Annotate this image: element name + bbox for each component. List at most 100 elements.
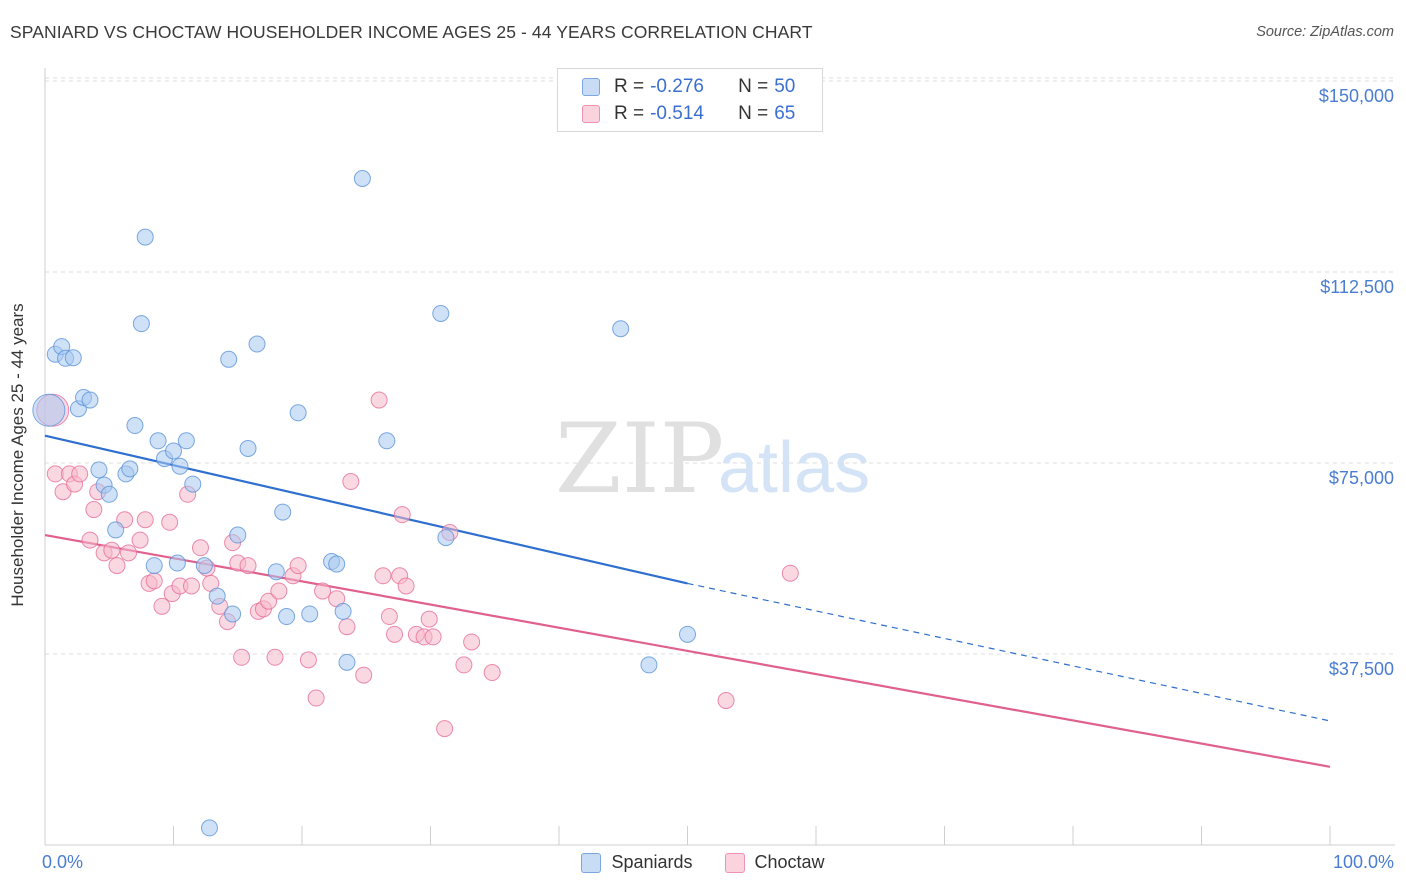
watermark-zip: ZIP	[555, 403, 724, 515]
spaniards-point	[136, 228, 154, 246]
legend-n-value: 65	[774, 103, 796, 124]
spaniards-point	[432, 304, 450, 322]
choctaw-point	[386, 625, 404, 643]
spaniards-point	[301, 605, 319, 623]
spaniards-point	[248, 335, 266, 353]
choctaw-point	[380, 608, 398, 626]
spaniards-point	[274, 503, 292, 521]
spaniards-point	[100, 485, 118, 503]
legend-n-label: N =	[738, 103, 769, 124]
legend-n-label: N =	[738, 76, 769, 97]
choctaw-point	[260, 592, 278, 610]
trend-lines	[44, 434, 1331, 768]
spaniards-point	[437, 529, 455, 547]
choctaw-point	[191, 539, 209, 557]
legend-r-value: -0.514	[650, 103, 704, 124]
y-axis-label: Householder Income Ages 25 - 44 years	[8, 303, 27, 607]
legend-swatch-spaniards	[582, 78, 600, 96]
choctaw-point	[266, 648, 284, 666]
chart-title: SPANIARD VS CHOCTAW HOUSEHOLDER INCOME A…	[10, 22, 813, 42]
choctaw-point	[307, 689, 325, 707]
choctaw-point	[108, 557, 126, 575]
x-tick-label: 0.0%	[42, 852, 84, 872]
spaniards-point	[679, 625, 696, 643]
choctaw-point	[120, 544, 138, 562]
legend-row-spaniards: R = -0.276 N = 50	[582, 75, 795, 99]
spaniards-point	[132, 315, 150, 333]
watermark-atlas: atlas	[718, 428, 870, 508]
choctaw-point	[781, 564, 799, 582]
series-swatch-choctaw	[724, 852, 745, 873]
y-tick-label: $150,000	[1318, 86, 1394, 106]
legend-n-value: 50	[774, 76, 796, 97]
choctaw-point	[136, 511, 154, 529]
legend-row-choctaw: R = -0.514 N = 65	[582, 102, 795, 126]
choctaw-point	[420, 610, 438, 628]
legend-r-value: -0.276	[650, 76, 704, 97]
spaniards-point	[612, 320, 630, 338]
source-label: Source: ZipAtlas.com	[1256, 24, 1394, 40]
choctaw-point	[338, 618, 356, 636]
choctaw-point	[161, 513, 179, 531]
choctaw-point	[153, 597, 171, 615]
choctaw-point	[370, 391, 388, 409]
series-legend: Spaniards Choctaw	[0, 852, 1406, 873]
spaniards-point	[239, 439, 257, 457]
choctaw-point	[46, 465, 64, 483]
spaniards-point	[81, 391, 99, 409]
spaniards-point	[32, 393, 66, 427]
spaniards-point	[278, 608, 296, 626]
spaniards-point	[64, 349, 82, 367]
choctaw-point	[424, 628, 442, 646]
choctaw-point	[131, 531, 149, 549]
spaniards-point	[90, 461, 108, 479]
choctaw-point	[483, 664, 501, 682]
choctaw-point	[355, 666, 373, 684]
spaniards-point	[338, 653, 356, 671]
choctaw-point	[397, 577, 415, 595]
choctaw-point	[289, 557, 307, 575]
choctaw-point	[342, 473, 360, 491]
spaniards-point	[107, 521, 125, 539]
correlation-legend: R = -0.276 N = 50 R = -0.514 N = 65	[557, 68, 823, 132]
spaniards-point	[328, 555, 346, 573]
axes	[44, 68, 1395, 846]
spaniards-point	[149, 432, 167, 450]
spaniards-point	[220, 350, 238, 368]
spaniards-point	[121, 460, 139, 478]
spaniards-point	[171, 457, 189, 475]
spaniards-point	[289, 404, 307, 422]
choctaw-point	[393, 506, 411, 524]
series-legend-spaniards: Spaniards	[581, 852, 693, 873]
choctaw-point	[85, 501, 103, 519]
spaniards-point	[229, 526, 247, 544]
choctaw-point	[145, 572, 163, 590]
spaniards-point	[267, 563, 285, 581]
choctaw-point	[233, 648, 251, 666]
spaniards-point	[378, 432, 396, 450]
choctaw-point	[717, 692, 735, 710]
choctaw-point	[270, 582, 288, 600]
choctaw-point	[314, 582, 332, 600]
spaniards-point	[126, 417, 144, 435]
spaniards-point	[208, 587, 226, 605]
choctaw-point	[103, 541, 121, 559]
choctaw-point	[463, 633, 481, 651]
spaniards-point	[200, 819, 218, 837]
spaniards-point	[224, 605, 242, 623]
spaniards-point	[195, 557, 213, 575]
legend-r-label: R =	[614, 103, 645, 124]
y-tick-label: $112,500	[1320, 277, 1394, 297]
spaniards-point	[168, 554, 186, 572]
spaniards-point	[353, 169, 371, 187]
spaniards-point	[145, 557, 163, 575]
choctaw-point	[455, 656, 473, 674]
series-legend-label: Choctaw	[754, 852, 825, 872]
spaniards-point	[165, 442, 182, 460]
choctaw-point	[81, 531, 99, 549]
choctaw-point	[374, 567, 392, 585]
series-legend-label: Spaniards	[611, 852, 693, 872]
choctaw-point	[182, 577, 200, 595]
